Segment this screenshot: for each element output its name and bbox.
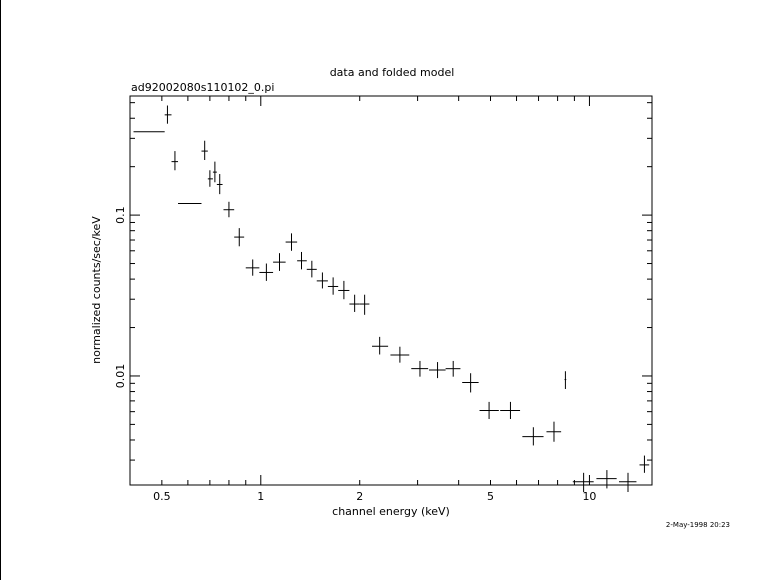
data-point xyxy=(285,233,298,251)
data-point xyxy=(316,272,328,289)
data-point xyxy=(216,174,223,195)
x-tick-label: 2 xyxy=(356,490,363,503)
data-point xyxy=(429,362,446,379)
axis-ticks xyxy=(129,96,652,485)
window-left-border xyxy=(0,0,1,580)
data-point xyxy=(618,472,637,492)
x-tick-label: 1 xyxy=(257,490,264,503)
data-point xyxy=(273,253,286,271)
chart-subtitle: ad92002080s110102_0.pi xyxy=(131,81,274,94)
data-point xyxy=(223,201,235,218)
data-point xyxy=(306,260,317,278)
data-point xyxy=(327,277,339,295)
data-point xyxy=(245,259,260,276)
data-point xyxy=(201,140,208,161)
y-tick-label: 0.01 xyxy=(114,364,127,389)
data-point xyxy=(207,170,213,187)
data-point xyxy=(639,455,650,473)
data-point xyxy=(500,401,521,420)
data-point xyxy=(372,336,389,355)
timestamp: 2-May-1998 20:23 xyxy=(666,521,730,529)
data-point xyxy=(338,280,350,300)
data-point xyxy=(572,472,594,492)
data-point xyxy=(171,151,179,171)
data-point xyxy=(546,421,562,442)
data-point xyxy=(259,263,274,281)
y-tick-label: 0.1 xyxy=(114,206,127,224)
x-axis-label: channel energy (keV) xyxy=(332,505,450,518)
x-tick-label: 0.5 xyxy=(153,490,171,503)
data-point xyxy=(462,373,479,393)
data-point xyxy=(212,161,217,183)
data-point xyxy=(564,371,567,389)
data-point xyxy=(359,294,370,315)
x-tick-label: 10 xyxy=(582,490,596,503)
data-point xyxy=(522,427,544,446)
data-point xyxy=(596,470,617,489)
plot-frame xyxy=(129,95,653,486)
data-point xyxy=(164,105,172,124)
data-points xyxy=(133,105,650,492)
data-point xyxy=(297,251,307,270)
data-point xyxy=(234,228,245,247)
data-point xyxy=(411,360,429,377)
y-axis-label: normalized counts/sec/keV xyxy=(90,216,103,364)
data-point xyxy=(349,294,360,312)
x-tick-label: 5 xyxy=(487,490,494,503)
data-point xyxy=(390,346,410,363)
data-point xyxy=(479,401,499,420)
chart-title: data and folded model xyxy=(330,66,455,79)
data-point xyxy=(445,360,461,377)
axis-tick-labels: 0.5 1 2 5 10 0.1 0.01 xyxy=(114,206,596,503)
